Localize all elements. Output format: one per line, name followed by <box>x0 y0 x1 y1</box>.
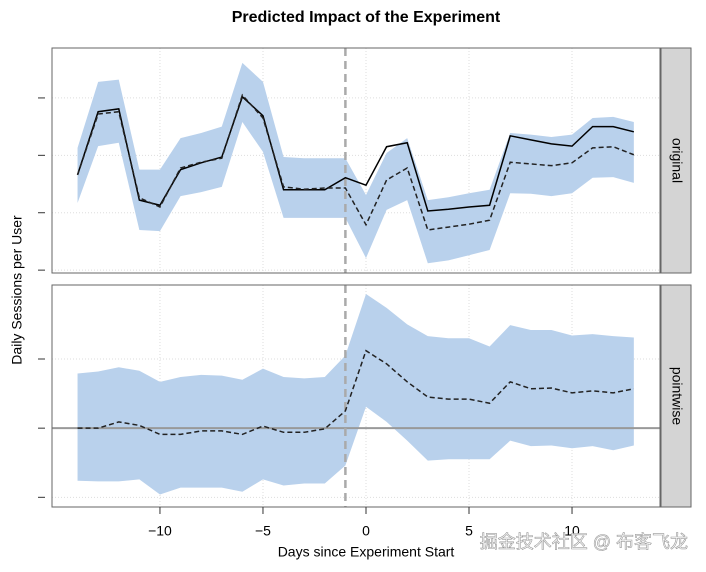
panel-border <box>51 47 661 274</box>
series-line <box>76 93 635 231</box>
confidence-band <box>77 293 634 495</box>
x-tick-label: 10 <box>564 523 580 539</box>
y-axis-label: Daily Sessions per User <box>9 215 25 365</box>
strip <box>660 284 692 508</box>
confidence-band <box>77 62 634 264</box>
panel-border <box>51 284 661 508</box>
series-line <box>77 349 634 436</box>
watermark: 掘金技术社区 @ 布客飞龙 <box>480 532 688 552</box>
strip <box>660 47 692 274</box>
x-tick-label: −10 <box>148 523 172 539</box>
x-tick-label: 5 <box>465 523 473 539</box>
strip-label: original <box>669 138 685 183</box>
x-tick-label: 0 <box>362 523 370 539</box>
x-axis-label: Days since Experiment Start <box>278 544 455 560</box>
x-tick-label: −5 <box>255 523 271 539</box>
strip-label: pointwise <box>669 367 685 426</box>
chart-title: Predicted Impact of the Experiment <box>232 9 501 26</box>
